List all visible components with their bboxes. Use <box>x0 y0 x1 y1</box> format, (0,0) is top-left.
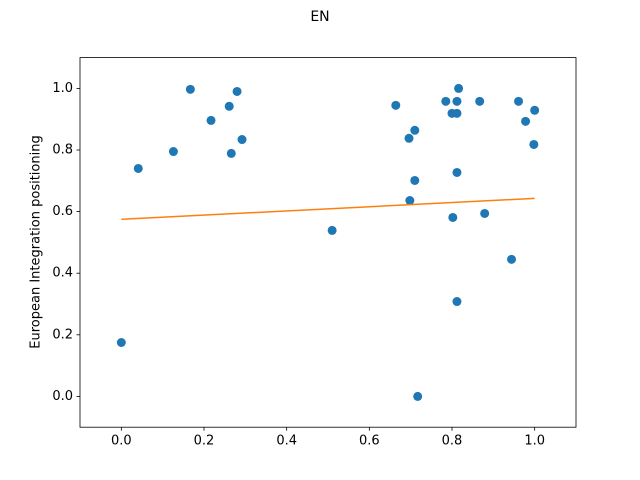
scatter-point <box>521 116 531 126</box>
y-tick-label: 0.6 <box>52 204 73 219</box>
axes-frame <box>79 57 577 428</box>
y-axis-label: European Integration positioning <box>29 135 44 348</box>
scatter-point <box>185 84 195 94</box>
x-tick-label: 0.6 <box>359 434 380 449</box>
scatter-point <box>452 108 462 118</box>
scatter-point <box>410 125 420 135</box>
scatter-point <box>404 133 414 143</box>
scatter-point <box>448 212 458 222</box>
scatter-point <box>327 225 337 235</box>
scatter-point <box>405 196 415 206</box>
x-tick-label: 0.0 <box>111 434 132 449</box>
scatter-point <box>410 175 420 185</box>
y-tick-label: 1.0 <box>52 81 73 96</box>
scatter-point <box>480 208 490 218</box>
scatter-point <box>168 147 178 157</box>
scatter-point <box>452 96 462 106</box>
x-tick-label: 0.2 <box>194 434 215 449</box>
x-tick-label: 1.0 <box>524 434 545 449</box>
scatter-point <box>206 115 216 125</box>
scatter-point <box>226 148 236 158</box>
x-tick-label: 0.8 <box>442 434 463 449</box>
scatter-point <box>232 86 242 96</box>
scatter-point <box>391 100 401 110</box>
fit-line <box>121 197 535 221</box>
scatter-point <box>529 139 539 149</box>
scatter-point <box>452 167 462 177</box>
y-tick-label: 0.8 <box>52 143 73 158</box>
y-tick-label: 0.0 <box>52 389 73 404</box>
x-tick-label: 0.4 <box>276 434 297 449</box>
scatter-point <box>507 254 517 264</box>
scatter-point <box>530 105 540 115</box>
scatter-point <box>413 391 423 401</box>
scatter-point <box>224 101 234 111</box>
y-tick-label: 0.4 <box>52 266 73 281</box>
scatter-point <box>452 297 462 307</box>
scatter-point <box>514 96 524 106</box>
chart-title: EN <box>310 9 329 25</box>
scatter-point <box>237 135 247 145</box>
scatter-point <box>454 83 464 93</box>
y-tick-label: 0.2 <box>52 327 73 342</box>
scatter-point <box>133 163 143 173</box>
scatter-point <box>441 96 451 106</box>
scatter-point <box>475 96 485 106</box>
scatter-point <box>116 338 126 347</box>
